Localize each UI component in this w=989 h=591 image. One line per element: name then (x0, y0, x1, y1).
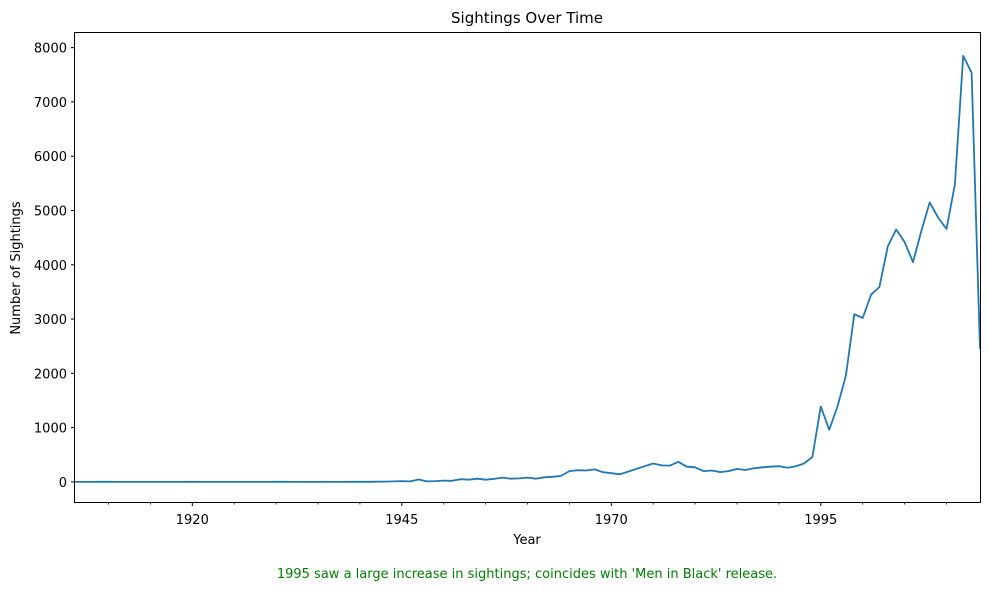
y-tick-label: 7000 (34, 96, 67, 111)
y-tick-label: 4000 (34, 259, 67, 274)
y-tick-label: 0 (59, 476, 67, 491)
x-axis-label: Year (512, 533, 541, 548)
x-tick-label: 1995 (804, 513, 837, 528)
x-tick-label: 1970 (595, 513, 628, 528)
y-axis-label: Number of Sightings (9, 201, 24, 335)
y-tick-label: 3000 (34, 313, 67, 328)
y-tick-label: 6000 (34, 150, 67, 165)
y-tick-label: 8000 (34, 42, 67, 57)
x-tick-label: 1920 (176, 513, 209, 528)
series-layer (75, 54, 981, 483)
sightings-line (75, 54, 981, 483)
chart-annotation: 1995 saw a large increase in sightings; … (277, 567, 777, 582)
y-tick-label: 1000 (34, 422, 67, 437)
y-tick-label: 5000 (34, 205, 67, 220)
x-tick-label: 1945 (385, 513, 418, 528)
chart-title: Sightings Over Time (451, 9, 603, 27)
y-tick-label: 2000 (34, 367, 67, 382)
plot-frame (74, 32, 981, 503)
axis-ticks: 0 1000 2000 3000 4000 5000 6000 7000 8000 1920 194… (34, 42, 947, 528)
